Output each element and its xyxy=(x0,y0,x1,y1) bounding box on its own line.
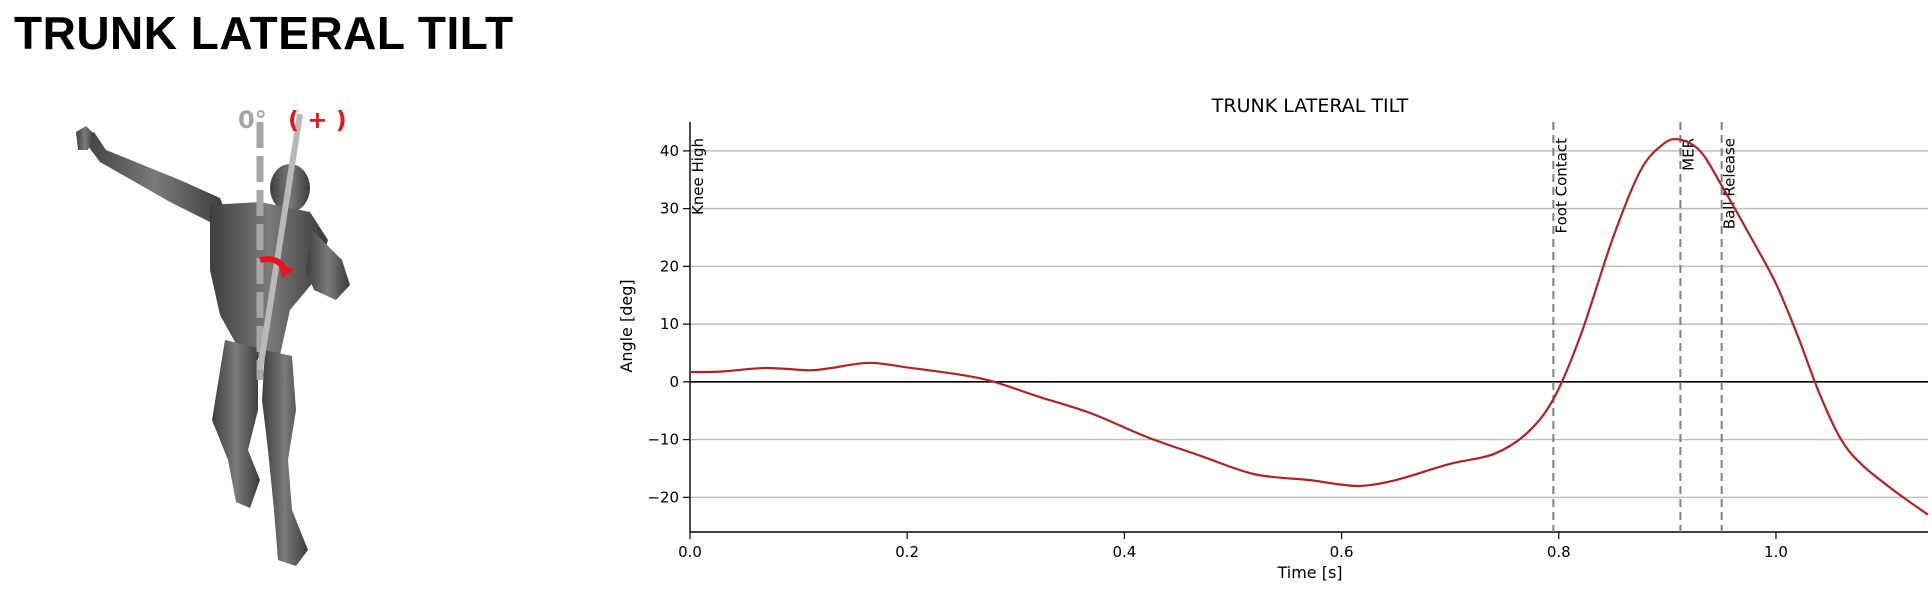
x-tick-label: 0.2 xyxy=(895,543,919,561)
tilt-arrowhead xyxy=(278,262,294,278)
event-label: Ball Release xyxy=(1721,138,1739,229)
y-tick-label: −10 xyxy=(647,431,679,449)
y-axis-label: Angle [deg] xyxy=(617,279,636,372)
torso xyxy=(210,202,328,360)
y-tick-label: −20 xyxy=(647,488,679,506)
series-lines xyxy=(689,137,1929,516)
x-tick-label: 0.6 xyxy=(1330,543,1354,561)
hand xyxy=(76,126,94,150)
glove-arm xyxy=(306,230,350,300)
y-tick-label: 20 xyxy=(660,257,679,275)
trunk-tilt-series-line xyxy=(689,137,1929,516)
y-tick-label: 30 xyxy=(660,200,679,218)
grid-lines xyxy=(690,150,1928,499)
y-tick-label: 10 xyxy=(660,315,679,333)
y-tick-label: 0 xyxy=(669,373,679,391)
page-title: TRUNK LATERAL TILT xyxy=(14,7,514,59)
event-label: Foot Contact xyxy=(1552,138,1570,234)
positive-direction-label: ( + ) xyxy=(288,110,347,134)
y-tick-label: 40 xyxy=(660,142,679,160)
x-tick-label: 1.0 xyxy=(1764,543,1788,561)
chart-title: TRUNK LATERAL TILT xyxy=(1211,95,1409,117)
x-tick-label: 0.0 xyxy=(678,543,702,561)
throwing-arm xyxy=(82,132,228,222)
event-label: Knee High xyxy=(689,138,707,215)
event-markers: Knee High Foot Contact MER Ball Release xyxy=(689,122,1739,532)
front-leg xyxy=(262,350,308,566)
trunk-tilt-illustration: 0° ( + ) xyxy=(76,110,350,566)
back-leg xyxy=(212,340,260,508)
athlete-figure xyxy=(76,126,350,566)
zero-degree-label: 0° xyxy=(238,110,267,134)
tilt-reference-line xyxy=(257,113,303,371)
trunk-tilt-chart: −20 −10 0 10 20 30 40 0.0 0.2 0.4 0.6 0.8 1.0 Knee H… xyxy=(617,95,1929,582)
x-tick-label: 0.8 xyxy=(1547,543,1571,561)
x-axis-label: Time [s] xyxy=(1276,563,1342,582)
x-tick-label: 0.4 xyxy=(1112,543,1136,561)
